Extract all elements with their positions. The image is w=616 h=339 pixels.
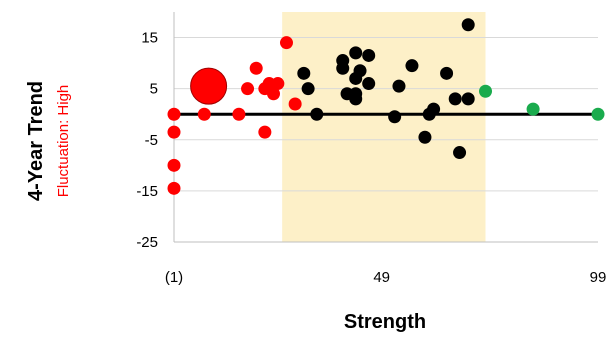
data-point-red xyxy=(197,107,211,121)
data-point-black xyxy=(353,64,367,78)
x-tick-label: 49 xyxy=(373,269,390,286)
data-point-red xyxy=(167,181,181,195)
y-tick-label: -5 xyxy=(145,132,158,149)
y-axis-subtitle: Fluctuation: High xyxy=(55,85,72,198)
data-points xyxy=(167,18,605,195)
y-tick-label: 5 xyxy=(150,81,158,98)
data-point-red xyxy=(241,82,255,96)
data-point-green xyxy=(479,84,493,98)
data-point-red xyxy=(249,61,263,75)
data-point-black xyxy=(405,59,419,73)
data-point-black xyxy=(349,92,363,106)
data-point-black xyxy=(362,48,376,62)
data-point-black xyxy=(310,107,324,121)
data-point-red xyxy=(232,107,246,121)
x-tick-label: (1) xyxy=(165,269,183,286)
highlight-band-layer xyxy=(282,12,486,242)
data-point-black xyxy=(388,110,402,124)
x-axis-title: Strength xyxy=(344,311,426,333)
data-point-green xyxy=(591,107,605,121)
data-point-red xyxy=(258,125,272,139)
x-tick-label: 99 xyxy=(590,269,607,286)
data-point-black xyxy=(440,66,454,80)
data-point-red xyxy=(279,36,293,50)
data-point-black xyxy=(349,46,363,60)
y-tick-label: 15 xyxy=(141,30,158,47)
data-point-black xyxy=(453,146,467,160)
data-point-green xyxy=(526,102,540,116)
data-point-black xyxy=(392,79,406,93)
data-point-black xyxy=(362,77,376,91)
data-point-black xyxy=(418,130,432,144)
data-point-red xyxy=(167,158,181,172)
data-point-black xyxy=(461,92,475,106)
data-point-black xyxy=(301,82,315,96)
y-tick-label: -15 xyxy=(136,183,158,200)
data-point-black xyxy=(448,92,462,106)
data-point-red xyxy=(190,67,228,105)
data-point-black xyxy=(336,54,350,68)
highlight-band xyxy=(282,12,486,242)
data-point-black xyxy=(461,18,475,32)
data-point-red xyxy=(288,97,302,111)
tick-labels: 15 5 -5 -15 -25 (1) 49 99 xyxy=(136,30,606,286)
data-point-red xyxy=(167,125,181,139)
data-point-red xyxy=(167,107,181,121)
data-point-red xyxy=(267,87,281,101)
data-point-black xyxy=(427,102,441,116)
y-axis-title: 4-Year Trend xyxy=(25,81,47,201)
data-point-red xyxy=(271,77,285,91)
y-tick-label: -25 xyxy=(136,234,158,251)
data-point-black xyxy=(297,66,311,80)
